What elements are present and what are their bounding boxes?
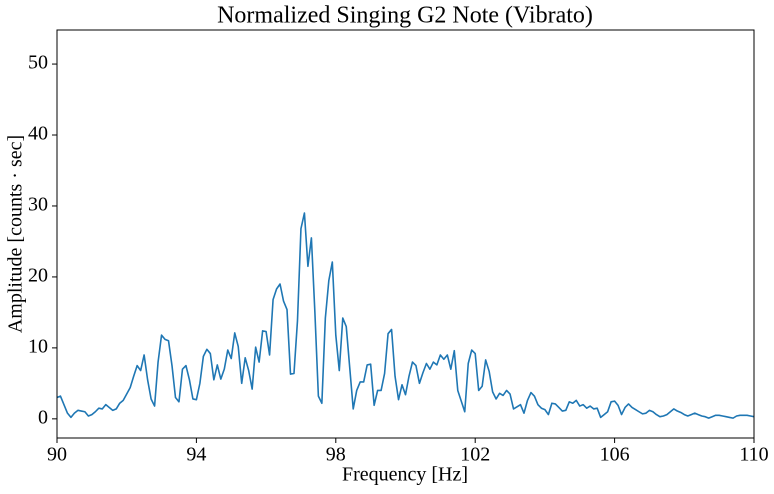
x-tick-label: 102 xyxy=(460,444,490,466)
y-tick-label: 50 xyxy=(28,52,48,74)
chart-title: Normalized Singing G2 Note (Vibrato) xyxy=(217,3,593,29)
y-tick-label: 40 xyxy=(28,123,48,145)
y-tick-label: 10 xyxy=(28,335,48,357)
x-tick-label: 110 xyxy=(739,444,768,466)
y-tick-label: 20 xyxy=(28,265,48,287)
y-axis-label: Amplitude [counts · sec] xyxy=(5,135,27,333)
data-line xyxy=(56,212,755,419)
x-axis-label: Frequency [Hz] xyxy=(342,464,468,486)
y-tick-label: 30 xyxy=(28,194,48,216)
x-tick-label: 94 xyxy=(186,444,206,466)
x-tick-label: 106 xyxy=(600,444,630,466)
x-tick-label: 90 xyxy=(47,444,67,466)
plot-frame xyxy=(56,29,755,439)
x-tick-label: 98 xyxy=(326,444,346,466)
y-tick-label: 0 xyxy=(38,406,48,428)
